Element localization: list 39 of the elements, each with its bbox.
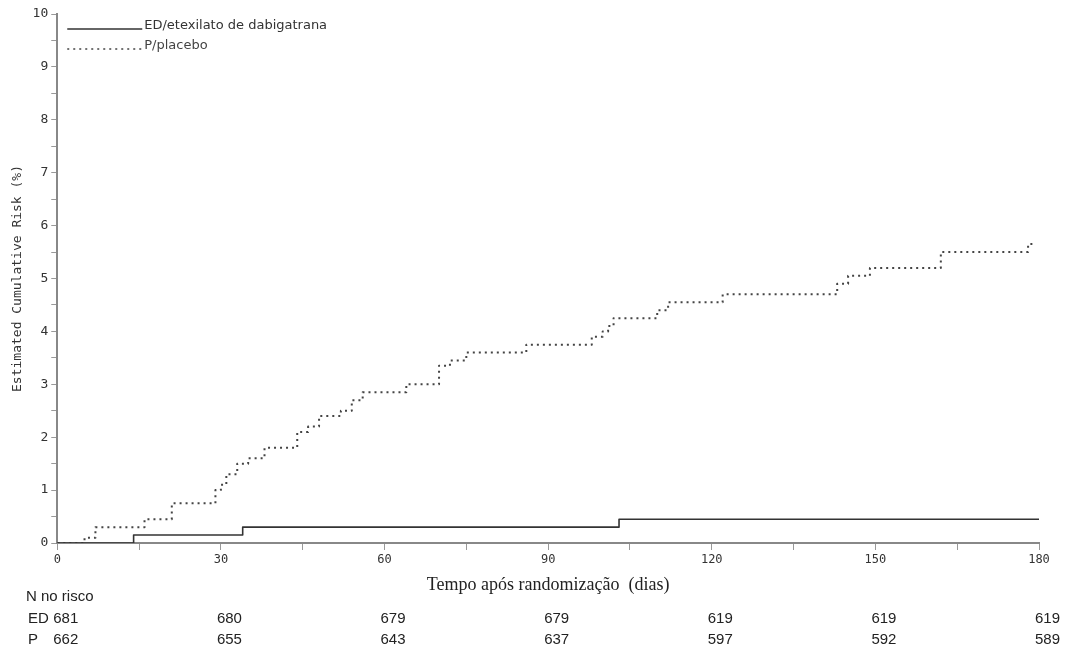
y-tick-label: 7 bbox=[40, 164, 49, 180]
x-tick-label: 150 bbox=[864, 552, 887, 567]
y-tick-label: 1 bbox=[40, 481, 49, 497]
text: 681 bbox=[53, 609, 79, 626]
x-tick-label: 0 bbox=[53, 552, 61, 567]
y-axis-title: Estimated Cumulative Risk (%) bbox=[9, 165, 25, 392]
y-tick-label: 3 bbox=[40, 375, 49, 391]
text: 619 bbox=[871, 609, 897, 626]
x-tick-label: 30 bbox=[213, 552, 229, 567]
x-tick-label: 60 bbox=[377, 552, 392, 567]
text: 589 bbox=[1035, 630, 1061, 647]
y-tick-label: 2 bbox=[40, 428, 49, 444]
x-tick-label: 90 bbox=[540, 552, 556, 567]
text: 680 bbox=[216, 609, 242, 626]
text: 679 bbox=[380, 609, 406, 626]
text: P bbox=[28, 630, 39, 647]
text: 662 bbox=[53, 630, 79, 647]
text: 655 bbox=[216, 630, 242, 647]
y-tick-label: 4 bbox=[40, 322, 49, 338]
text: ED bbox=[28, 609, 49, 626]
y-tick-label: 6 bbox=[40, 216, 49, 232]
x-tick-label: 180 bbox=[1028, 552, 1050, 567]
text: 619 bbox=[707, 609, 733, 626]
y-tick-label: 8 bbox=[40, 111, 49, 127]
y-tick-label: 5 bbox=[40, 269, 49, 285]
y-tick-label: 0 bbox=[40, 534, 49, 550]
text: 619 bbox=[1035, 609, 1061, 626]
text: 592 bbox=[871, 630, 897, 647]
text: 643 bbox=[380, 630, 406, 647]
y-tick-label: 9 bbox=[40, 58, 49, 74]
text: 679 bbox=[544, 609, 570, 626]
text: ED/etexilato de dabigatrana bbox=[144, 17, 328, 33]
x-tick-label: 120 bbox=[700, 552, 723, 567]
text: P/placebo bbox=[144, 37, 208, 53]
text: 637 bbox=[544, 630, 570, 647]
x-axis-title: Tempo após randomização (dias) bbox=[426, 573, 670, 595]
text: N no risco bbox=[26, 587, 94, 604]
y-tick-label: 10 bbox=[32, 5, 49, 21]
text: 597 bbox=[707, 630, 733, 647]
